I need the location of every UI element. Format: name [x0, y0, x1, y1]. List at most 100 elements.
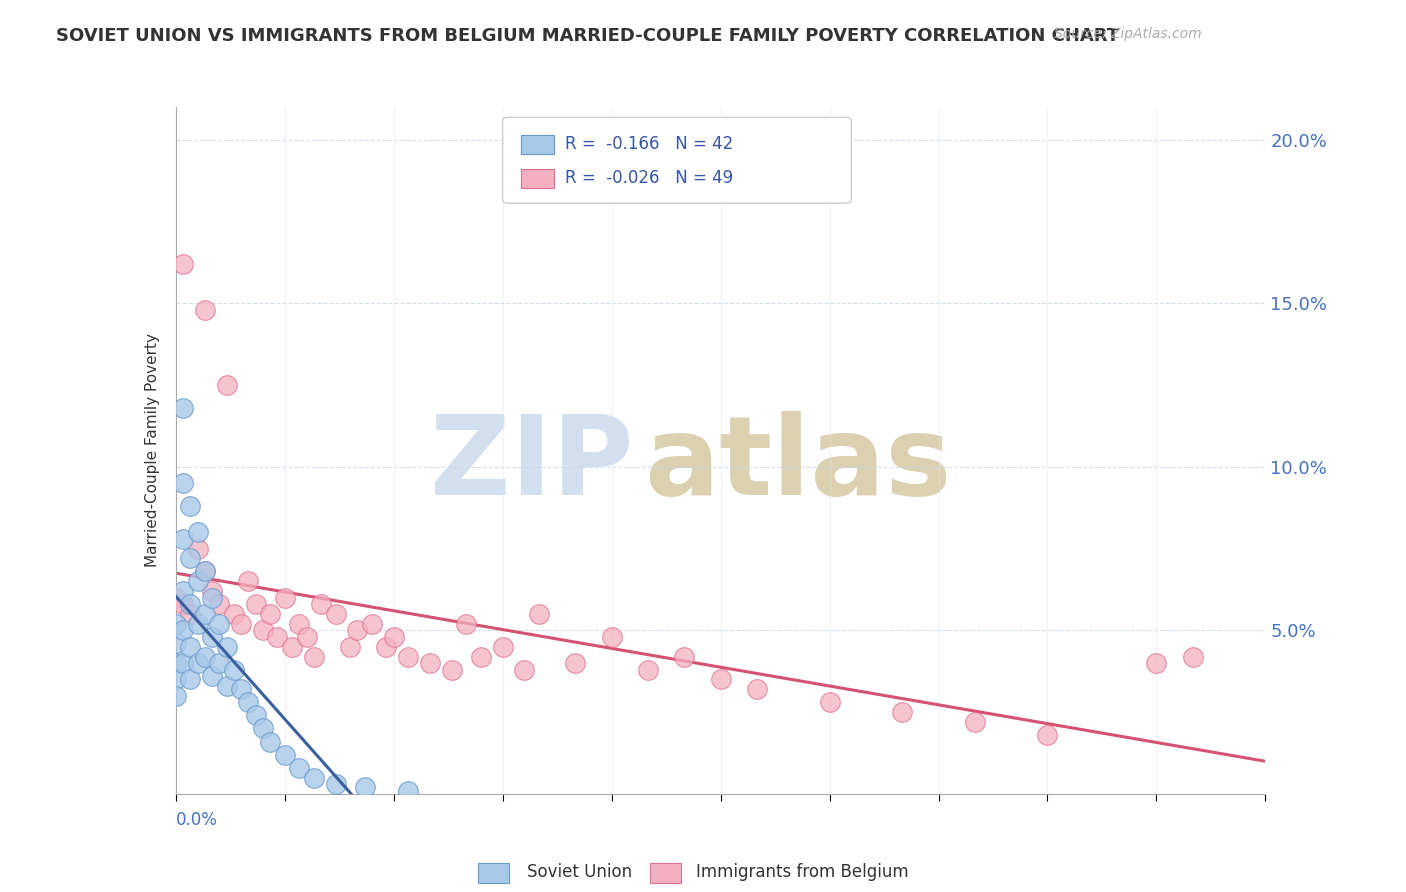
Text: atlas: atlas — [644, 410, 952, 517]
Point — [288, 616, 311, 631]
Point — [600, 630, 623, 644]
Point — [325, 777, 347, 791]
Point — [302, 649, 325, 664]
Text: Source: ZipAtlas.com: Source: ZipAtlas.com — [1054, 27, 1202, 41]
Point — [419, 656, 441, 670]
Point — [231, 616, 253, 631]
Point — [215, 640, 238, 654]
Point — [186, 656, 209, 670]
Point — [179, 673, 201, 687]
Point — [963, 714, 986, 729]
Point — [375, 640, 398, 654]
Point — [325, 607, 347, 621]
Point — [179, 640, 201, 654]
Point — [245, 708, 267, 723]
Point — [179, 597, 201, 611]
Text: Soviet Union: Soviet Union — [527, 863, 633, 881]
Point — [673, 649, 696, 664]
Point — [288, 761, 311, 775]
Point — [396, 783, 419, 797]
Point — [222, 607, 245, 621]
Point — [252, 624, 274, 638]
Point — [215, 378, 238, 392]
Point — [186, 525, 209, 540]
Point — [564, 656, 586, 670]
Point — [346, 624, 368, 638]
Point — [165, 591, 187, 605]
Point — [215, 679, 238, 693]
Point — [194, 302, 217, 317]
FancyBboxPatch shape — [503, 118, 852, 203]
Point — [353, 780, 375, 795]
Point — [179, 499, 201, 513]
Point — [172, 584, 194, 599]
Point — [1146, 656, 1168, 670]
Point — [274, 591, 297, 605]
Point — [186, 616, 209, 631]
Point — [208, 597, 231, 611]
Point — [891, 705, 914, 719]
Point — [208, 656, 231, 670]
Point — [259, 607, 281, 621]
Point — [222, 663, 245, 677]
Point — [172, 656, 194, 670]
Point — [238, 695, 260, 709]
Point — [194, 607, 217, 621]
Point — [172, 597, 194, 611]
Point — [179, 551, 201, 566]
Point — [281, 640, 304, 654]
Point — [527, 607, 550, 621]
Point — [274, 747, 297, 762]
Point — [201, 630, 224, 644]
Point — [231, 682, 253, 697]
Point — [440, 663, 463, 677]
Text: ZIP: ZIP — [430, 410, 633, 517]
Point — [309, 597, 332, 611]
Point — [470, 649, 492, 664]
Point — [238, 574, 260, 589]
Point — [165, 656, 187, 670]
Point — [252, 722, 274, 736]
Point — [194, 649, 217, 664]
Point — [201, 669, 224, 683]
Point — [1181, 649, 1204, 664]
Point — [360, 616, 382, 631]
Point — [208, 616, 231, 631]
Point — [456, 616, 478, 631]
Point — [165, 673, 187, 687]
Point — [492, 640, 515, 654]
Point — [339, 640, 361, 654]
Text: Immigrants from Belgium: Immigrants from Belgium — [696, 863, 908, 881]
Text: R =  -0.166   N = 42: R = -0.166 N = 42 — [565, 135, 733, 153]
Text: R =  -0.026   N = 49: R = -0.026 N = 49 — [565, 169, 733, 187]
Point — [396, 649, 419, 664]
Point — [194, 565, 217, 579]
Text: 0.0%: 0.0% — [176, 811, 218, 829]
Point — [179, 607, 201, 621]
Point — [165, 636, 187, 650]
Point — [201, 591, 224, 605]
Point — [302, 771, 325, 785]
Point — [186, 574, 209, 589]
FancyBboxPatch shape — [522, 169, 554, 188]
Point — [266, 630, 288, 644]
Point — [172, 257, 194, 271]
FancyBboxPatch shape — [522, 135, 554, 153]
Point — [1036, 728, 1059, 742]
Point — [201, 584, 224, 599]
Point — [382, 630, 405, 644]
Text: SOVIET UNION VS IMMIGRANTS FROM BELGIUM MARRIED-COUPLE FAMILY POVERTY CORRELATIO: SOVIET UNION VS IMMIGRANTS FROM BELGIUM … — [56, 27, 1119, 45]
Point — [513, 663, 536, 677]
Point — [172, 532, 194, 546]
Point — [295, 630, 318, 644]
Point — [172, 401, 194, 415]
Point — [186, 541, 209, 556]
Y-axis label: Married-Couple Family Poverty: Married-Couple Family Poverty — [145, 334, 160, 567]
Point — [194, 565, 217, 579]
Point — [259, 734, 281, 748]
Point — [165, 689, 187, 703]
Point — [172, 476, 194, 491]
Point — [165, 616, 187, 631]
Point — [172, 624, 194, 638]
Point — [710, 673, 733, 687]
